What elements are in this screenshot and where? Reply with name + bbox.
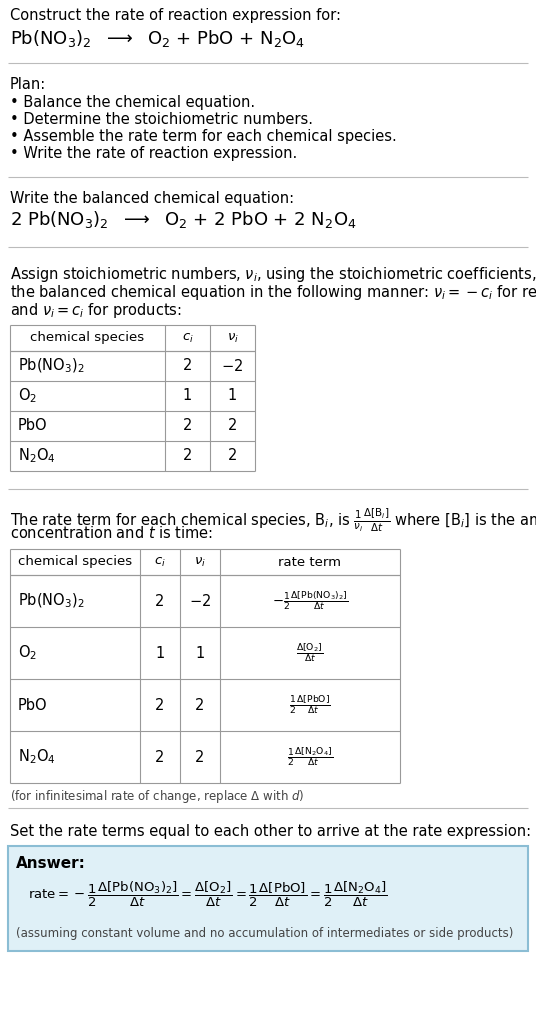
Text: $c_i$: $c_i$ [182, 331, 193, 344]
Text: $\mathrm{rate} = -\dfrac{1}{2}\dfrac{\Delta[\mathrm{Pb(NO_3)_2}]}{\Delta t} = \d: $\mathrm{rate} = -\dfrac{1}{2}\dfrac{\De… [28, 880, 388, 909]
Text: N$_2$O$_4$: N$_2$O$_4$ [18, 747, 56, 766]
Text: Write the balanced chemical equation:: Write the balanced chemical equation: [10, 191, 294, 206]
Text: 2: 2 [195, 749, 205, 765]
Text: N$_2$O$_4$: N$_2$O$_4$ [18, 446, 56, 466]
Text: $\frac{\Delta[\mathrm{O_2}]}{\Delta t}$: $\frac{\Delta[\mathrm{O_2}]}{\Delta t}$ [296, 641, 324, 664]
Text: 1: 1 [228, 389, 237, 404]
Text: $\frac{1}{2}\frac{\Delta[\mathrm{N_2O_4}]}{\Delta t}$: $\frac{1}{2}\frac{\Delta[\mathrm{N_2O_4}… [287, 745, 333, 769]
Text: rate term: rate term [279, 555, 341, 568]
Text: Assign stoichiometric numbers, $\nu_i$, using the stoichiometric coefficients, $: Assign stoichiometric numbers, $\nu_i$, … [10, 265, 536, 284]
Text: Pb(NO$_3$)$_2$: Pb(NO$_3$)$_2$ [18, 592, 85, 611]
Text: O$_2$: O$_2$ [18, 387, 37, 405]
Text: $\nu_i$: $\nu_i$ [227, 331, 239, 344]
Text: (assuming constant volume and no accumulation of intermediates or side products): (assuming constant volume and no accumul… [16, 927, 513, 940]
Text: $-\frac{1}{2}\frac{\Delta[\mathrm{Pb(NO_3)_2}]}{\Delta t}$: $-\frac{1}{2}\frac{\Delta[\mathrm{Pb(NO_… [272, 589, 348, 613]
Text: PbO: PbO [18, 698, 48, 712]
Text: The rate term for each chemical species, B$_i$, is $\frac{1}{\nu_i}\frac{\Delta[: The rate term for each chemical species,… [10, 507, 536, 535]
Text: • Balance the chemical equation.: • Balance the chemical equation. [10, 95, 255, 110]
Text: 2 Pb(NO$_3$)$_2$  $\longrightarrow$  O$_2$ + 2 PbO + 2 N$_2$O$_4$: 2 Pb(NO$_3$)$_2$ $\longrightarrow$ O$_2$… [10, 209, 356, 230]
Text: 2: 2 [195, 698, 205, 712]
Text: 1: 1 [155, 646, 165, 661]
Text: Pb(NO$_3$)$_2$: Pb(NO$_3$)$_2$ [18, 357, 85, 375]
Text: 2: 2 [228, 418, 237, 434]
Text: 2: 2 [183, 359, 192, 373]
Text: $-2$: $-2$ [189, 593, 211, 609]
Text: $-2$: $-2$ [221, 358, 243, 374]
Text: 2: 2 [155, 749, 165, 765]
Text: and $\nu_i = c_i$ for products:: and $\nu_i = c_i$ for products: [10, 301, 182, 320]
Text: • Write the rate of reaction expression.: • Write the rate of reaction expression. [10, 146, 297, 161]
Text: • Assemble the rate term for each chemical species.: • Assemble the rate term for each chemic… [10, 128, 397, 144]
Text: 1: 1 [196, 646, 205, 661]
Text: 2: 2 [155, 698, 165, 712]
Text: Set the rate terms equal to each other to arrive at the rate expression:: Set the rate terms equal to each other t… [10, 824, 531, 839]
Text: Plan:: Plan: [10, 77, 46, 91]
Text: 2: 2 [183, 448, 192, 464]
Text: chemical species: chemical species [31, 331, 145, 344]
FancyBboxPatch shape [8, 846, 528, 951]
Text: $\frac{1}{2}\frac{\Delta[\mathrm{PbO}]}{\Delta t}$: $\frac{1}{2}\frac{\Delta[\mathrm{PbO}]}{… [289, 694, 331, 717]
Text: (for infinitesimal rate of change, replace $\Delta$ with $d$): (for infinitesimal rate of change, repla… [10, 788, 304, 805]
Text: 2: 2 [183, 418, 192, 434]
Text: chemical species: chemical species [18, 555, 132, 568]
Text: Answer:: Answer: [16, 856, 86, 871]
Text: PbO: PbO [18, 418, 48, 434]
Text: 2: 2 [155, 593, 165, 609]
Text: $\nu_i$: $\nu_i$ [194, 555, 206, 568]
Text: 2: 2 [228, 448, 237, 464]
Text: Pb(NO$_3$)$_2$  $\longrightarrow$  O$_2$ + PbO + N$_2$O$_4$: Pb(NO$_3$)$_2$ $\longrightarrow$ O$_2$ +… [10, 28, 305, 49]
Text: O$_2$: O$_2$ [18, 644, 37, 662]
Text: • Determine the stoichiometric numbers.: • Determine the stoichiometric numbers. [10, 112, 313, 127]
Text: $c_i$: $c_i$ [154, 555, 166, 568]
Text: Construct the rate of reaction expression for:: Construct the rate of reaction expressio… [10, 8, 341, 23]
Text: the balanced chemical equation in the following manner: $\nu_i = -c_i$ for react: the balanced chemical equation in the fo… [10, 283, 536, 302]
Text: 1: 1 [183, 389, 192, 404]
Text: concentration and $t$ is time:: concentration and $t$ is time: [10, 525, 213, 541]
